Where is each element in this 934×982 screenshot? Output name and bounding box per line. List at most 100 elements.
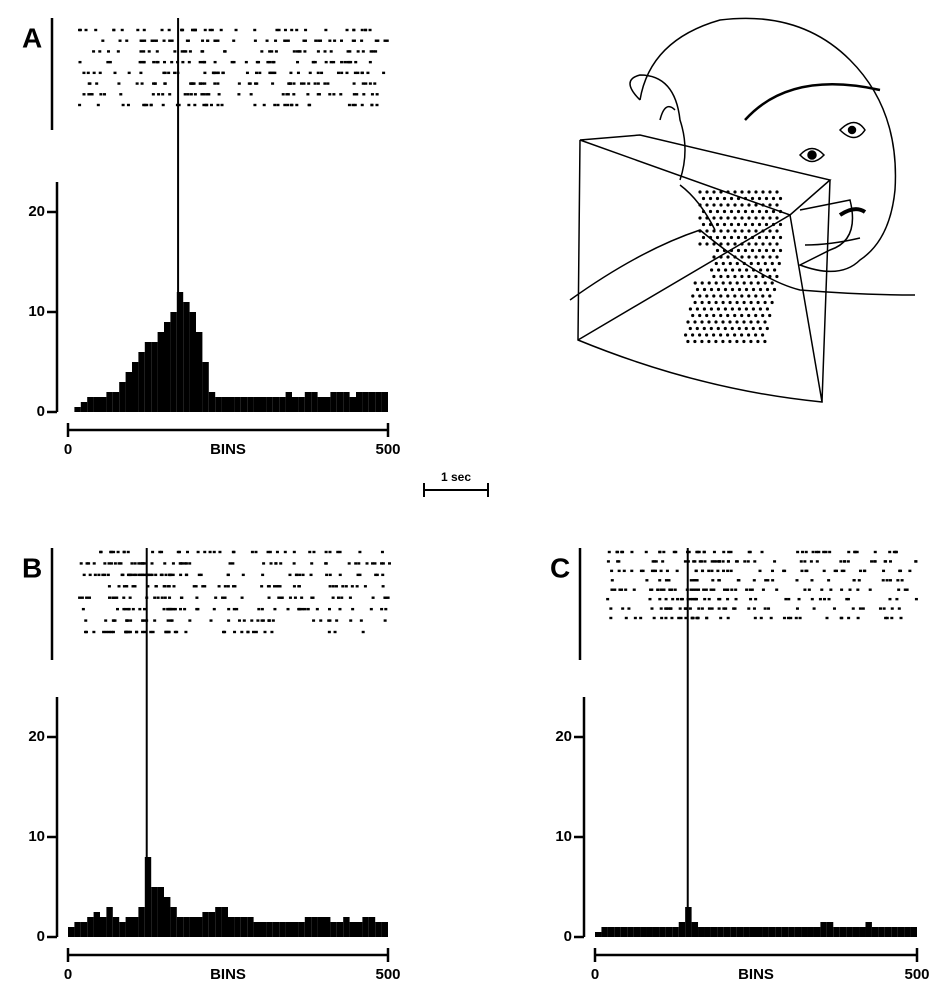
spike: [117, 82, 121, 85]
spike: [769, 616, 773, 620]
spike: [94, 28, 98, 32]
bar: [659, 927, 666, 937]
spike: [374, 39, 378, 42]
spike: [610, 588, 614, 591]
bar: [362, 392, 369, 412]
spike: [650, 588, 654, 591]
bar: [240, 917, 248, 937]
spike: [317, 39, 321, 42]
spike: [254, 550, 258, 554]
spike: [173, 607, 177, 611]
spike: [302, 39, 306, 42]
bar: [215, 907, 222, 937]
dot: [736, 196, 741, 201]
dot: [702, 326, 706, 331]
bar: [106, 392, 113, 412]
dot: [754, 229, 758, 233]
spike: [684, 616, 688, 620]
dot: [693, 320, 697, 324]
bar: [756, 927, 763, 937]
spike: [297, 585, 301, 588]
spike: [296, 60, 300, 64]
dot: [749, 281, 753, 285]
bar: [196, 917, 203, 937]
spike: [814, 550, 818, 554]
spike: [328, 39, 332, 42]
bar: [381, 392, 388, 412]
spike: [344, 585, 348, 588]
spike: [141, 619, 145, 622]
bar: [788, 927, 795, 937]
spike: [280, 596, 284, 599]
spike: [797, 597, 801, 601]
spike: [199, 573, 203, 577]
spike: [152, 82, 156, 85]
dot: [728, 339, 732, 344]
spike: [135, 82, 139, 85]
spike: [382, 71, 386, 75]
spike: [99, 550, 103, 554]
spike: [261, 573, 265, 577]
spike: [815, 560, 819, 563]
spike: [373, 562, 377, 565]
dot: [768, 229, 772, 233]
bar: [601, 927, 608, 937]
spike: [812, 607, 816, 610]
dot: [768, 190, 772, 194]
dot: [726, 274, 730, 279]
spike: [868, 588, 872, 591]
spike: [249, 93, 253, 96]
dot: [738, 268, 742, 272]
panel-label: A: [22, 22, 42, 53]
y-tick-label: 10: [555, 828, 572, 845]
spike: [810, 579, 814, 582]
bar: [665, 927, 673, 937]
spike: [664, 579, 668, 582]
spike: [348, 50, 352, 53]
dot: [721, 261, 725, 266]
spike: [745, 588, 749, 591]
spike: [302, 82, 306, 85]
spike: [146, 585, 150, 588]
spike: [300, 596, 304, 599]
spike: [613, 588, 617, 591]
spike: [617, 560, 621, 563]
spike: [842, 569, 846, 573]
spike: [771, 579, 775, 582]
bar: [820, 922, 827, 937]
bar: [298, 397, 305, 412]
spike: [351, 103, 355, 107]
spike: [665, 607, 669, 610]
spike: [320, 71, 324, 75]
spike: [882, 569, 886, 573]
dot: [698, 313, 702, 318]
bar: [691, 922, 699, 937]
spike: [840, 588, 844, 591]
spike: [180, 562, 184, 565]
spike: [202, 93, 206, 96]
spike: [196, 550, 200, 554]
spike: [269, 562, 273, 565]
spike: [890, 616, 894, 620]
spike: [267, 596, 271, 599]
bar: [743, 927, 750, 937]
spike: [169, 619, 173, 622]
spike: [375, 573, 379, 577]
spike: [639, 569, 643, 573]
spike: [208, 550, 212, 554]
spike: [213, 39, 217, 42]
spike: [309, 573, 313, 577]
spike: [827, 597, 831, 601]
dot: [775, 203, 779, 207]
spike: [334, 585, 338, 588]
dot: [721, 339, 725, 344]
dot: [729, 222, 734, 227]
spike: [370, 103, 374, 107]
bar: [119, 382, 126, 412]
spike: [173, 50, 177, 53]
bar: [272, 397, 280, 412]
bar: [356, 392, 363, 412]
spike: [181, 60, 185, 64]
spike: [878, 607, 882, 610]
spike: [216, 82, 220, 85]
